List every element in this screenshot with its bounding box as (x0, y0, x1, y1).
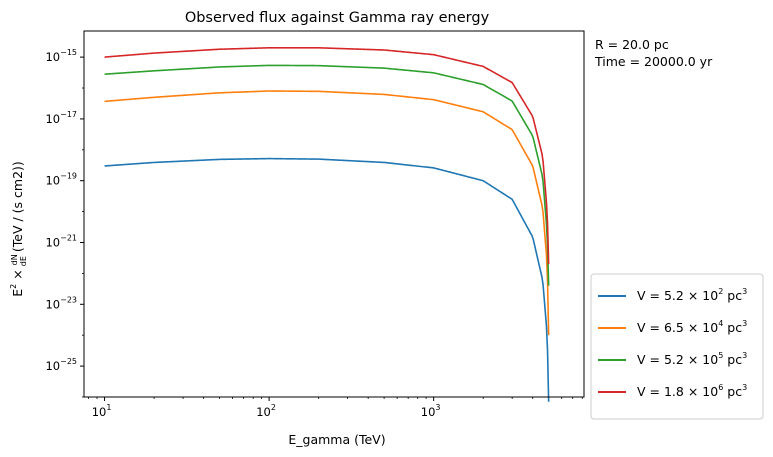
y-label-times: × (10, 269, 25, 279)
x-tick-label: 102 (256, 403, 276, 419)
y-tick-exp: −23 (60, 295, 77, 304)
x-tick-exp: 3 (435, 403, 440, 412)
legend-label-unit: pc (723, 352, 742, 367)
legend-label-unit-exp: 3 (742, 351, 747, 360)
legend-entry: V = 5.2 × 105 pc3 (637, 351, 747, 367)
legend-label-unit: pc (723, 320, 742, 335)
x-tick-label: 101 (92, 403, 112, 419)
y-tick-label: 10−23 (45, 295, 77, 311)
legend-label-exp: 6 (718, 383, 723, 392)
legend-entry: V = 6.5 × 104 pc3 (637, 319, 747, 335)
x-tick-base: 10 (421, 405, 436, 419)
y-tick-base: 10 (45, 359, 60, 373)
y-tick-base: 10 (45, 50, 60, 64)
y-tick-label: 10−21 (45, 234, 77, 250)
y-axis-label: E2 × dNdE (TeV / (s cm2)) (9, 161, 28, 297)
legend-entry: V = 1.8 × 106 pc3 (637, 383, 747, 399)
legend-label-unit: pc (723, 384, 742, 399)
y-label-den: dE (19, 256, 28, 266)
y-tick-label: 10−19 (45, 172, 77, 188)
x-tick-base: 10 (256, 405, 271, 419)
y-tick-base: 10 (45, 174, 60, 188)
y-label-base: E (10, 289, 25, 297)
legend-label-exp: 4 (718, 319, 723, 328)
legend-label-exp: 5 (718, 351, 723, 360)
y-tick-base: 10 (45, 236, 60, 250)
svg-text:E2 × dNdE (TeV / (s cm2)): E2 × dNdE (TeV / (s cm2)) (9, 161, 28, 297)
series-line (104, 157, 550, 402)
y-label-exp: 2 (9, 284, 18, 289)
x-tick-exp: 2 (271, 403, 276, 412)
legend-label-prefix: V = 6.5 × 10 (637, 320, 718, 335)
legend-frame (590, 273, 764, 420)
legend-label-unit: pc (723, 288, 742, 303)
legend-label-unit-exp: 3 (742, 383, 747, 392)
series-line (104, 47, 550, 265)
y-tick-exp: −19 (60, 172, 77, 181)
series-line (104, 90, 550, 336)
annotation-box: R = 20.0 pc Time = 20000.0 yr (594, 37, 713, 69)
y-tick-exp: −21 (60, 234, 77, 243)
y-label-num: dN (10, 254, 19, 265)
y-tick-exp: −15 (60, 48, 77, 57)
y-tick-label: 10−15 (45, 48, 77, 64)
y-label-unit: (TeV / (s cm2)) (10, 161, 25, 252)
y-tick-label: 10−25 (45, 357, 77, 373)
axes-frame (83, 30, 585, 398)
y-tick-base: 10 (45, 297, 60, 311)
y-tick-exp: −25 (60, 357, 77, 366)
annotation-time: Time = 20000.0 yr (594, 54, 713, 69)
x-tick-exp: 1 (106, 403, 111, 412)
legend-label-exp: 2 (718, 287, 723, 296)
chart-title: Observed flux against Gamma ray energy (185, 10, 490, 26)
legend-label-prefix: V = 5.2 × 10 (637, 352, 718, 367)
x-tick-base: 10 (92, 405, 107, 419)
annotation-radius: R = 20.0 pc (595, 37, 669, 52)
y-tick-label: 10−17 (45, 110, 77, 126)
legend-label-unit-exp: 3 (742, 287, 747, 296)
legend-label-prefix: V = 5.2 × 10 (637, 288, 718, 303)
y-tick-base: 10 (45, 112, 60, 126)
y-tick-exp: −17 (60, 110, 77, 119)
legend-entry: V = 5.2 × 102 pc3 (637, 287, 747, 303)
x-tick-label: 103 (421, 403, 441, 419)
x-axis-label: E_gamma (TeV) (288, 432, 385, 447)
legend-label-prefix: V = 1.8 × 10 (637, 384, 718, 399)
series-line (104, 64, 550, 286)
legend-label-unit-exp: 3 (742, 319, 747, 328)
